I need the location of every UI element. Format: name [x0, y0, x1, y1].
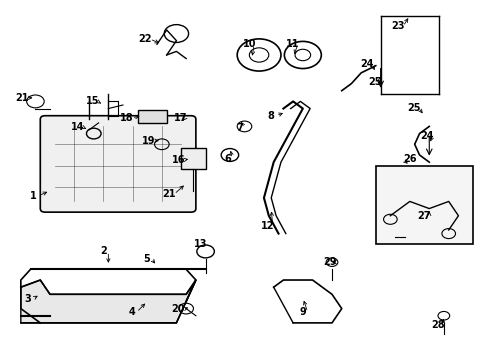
Text: 24: 24	[420, 131, 433, 141]
Text: 1: 1	[30, 191, 36, 201]
Bar	[181, 148, 205, 169]
Text: 26: 26	[402, 154, 416, 164]
Text: 29: 29	[322, 257, 336, 267]
Text: 18: 18	[120, 113, 133, 123]
Polygon shape	[21, 280, 196, 323]
Text: 11: 11	[286, 39, 299, 49]
FancyBboxPatch shape	[40, 116, 196, 212]
Text: 27: 27	[417, 211, 430, 221]
Bar	[137, 111, 166, 123]
Text: 21: 21	[162, 189, 176, 199]
Text: 8: 8	[267, 111, 274, 121]
Text: 17: 17	[173, 113, 187, 123]
Text: 24: 24	[360, 59, 373, 69]
Text: 12: 12	[261, 221, 274, 231]
Text: 20: 20	[171, 304, 184, 314]
Text: 21: 21	[15, 93, 28, 103]
Text: 5: 5	[142, 253, 149, 264]
Text: 6: 6	[224, 154, 230, 163]
Text: 7: 7	[236, 123, 243, 133]
Text: 15: 15	[86, 96, 100, 107]
Text: 23: 23	[390, 21, 404, 31]
Text: 9: 9	[299, 307, 305, 317]
Text: 13: 13	[194, 239, 207, 249]
Bar	[375, 166, 472, 244]
Text: 28: 28	[430, 320, 444, 330]
Text: 4: 4	[128, 307, 135, 317]
Text: 14: 14	[71, 122, 84, 132]
Text: 19: 19	[141, 136, 155, 146]
Text: 10: 10	[242, 39, 256, 49]
Text: 25: 25	[406, 103, 420, 113]
Text: 25: 25	[367, 77, 381, 87]
Text: 2: 2	[100, 247, 107, 256]
Text: 3: 3	[25, 294, 31, 303]
Text: 16: 16	[172, 155, 185, 165]
Text: 22: 22	[138, 34, 151, 44]
